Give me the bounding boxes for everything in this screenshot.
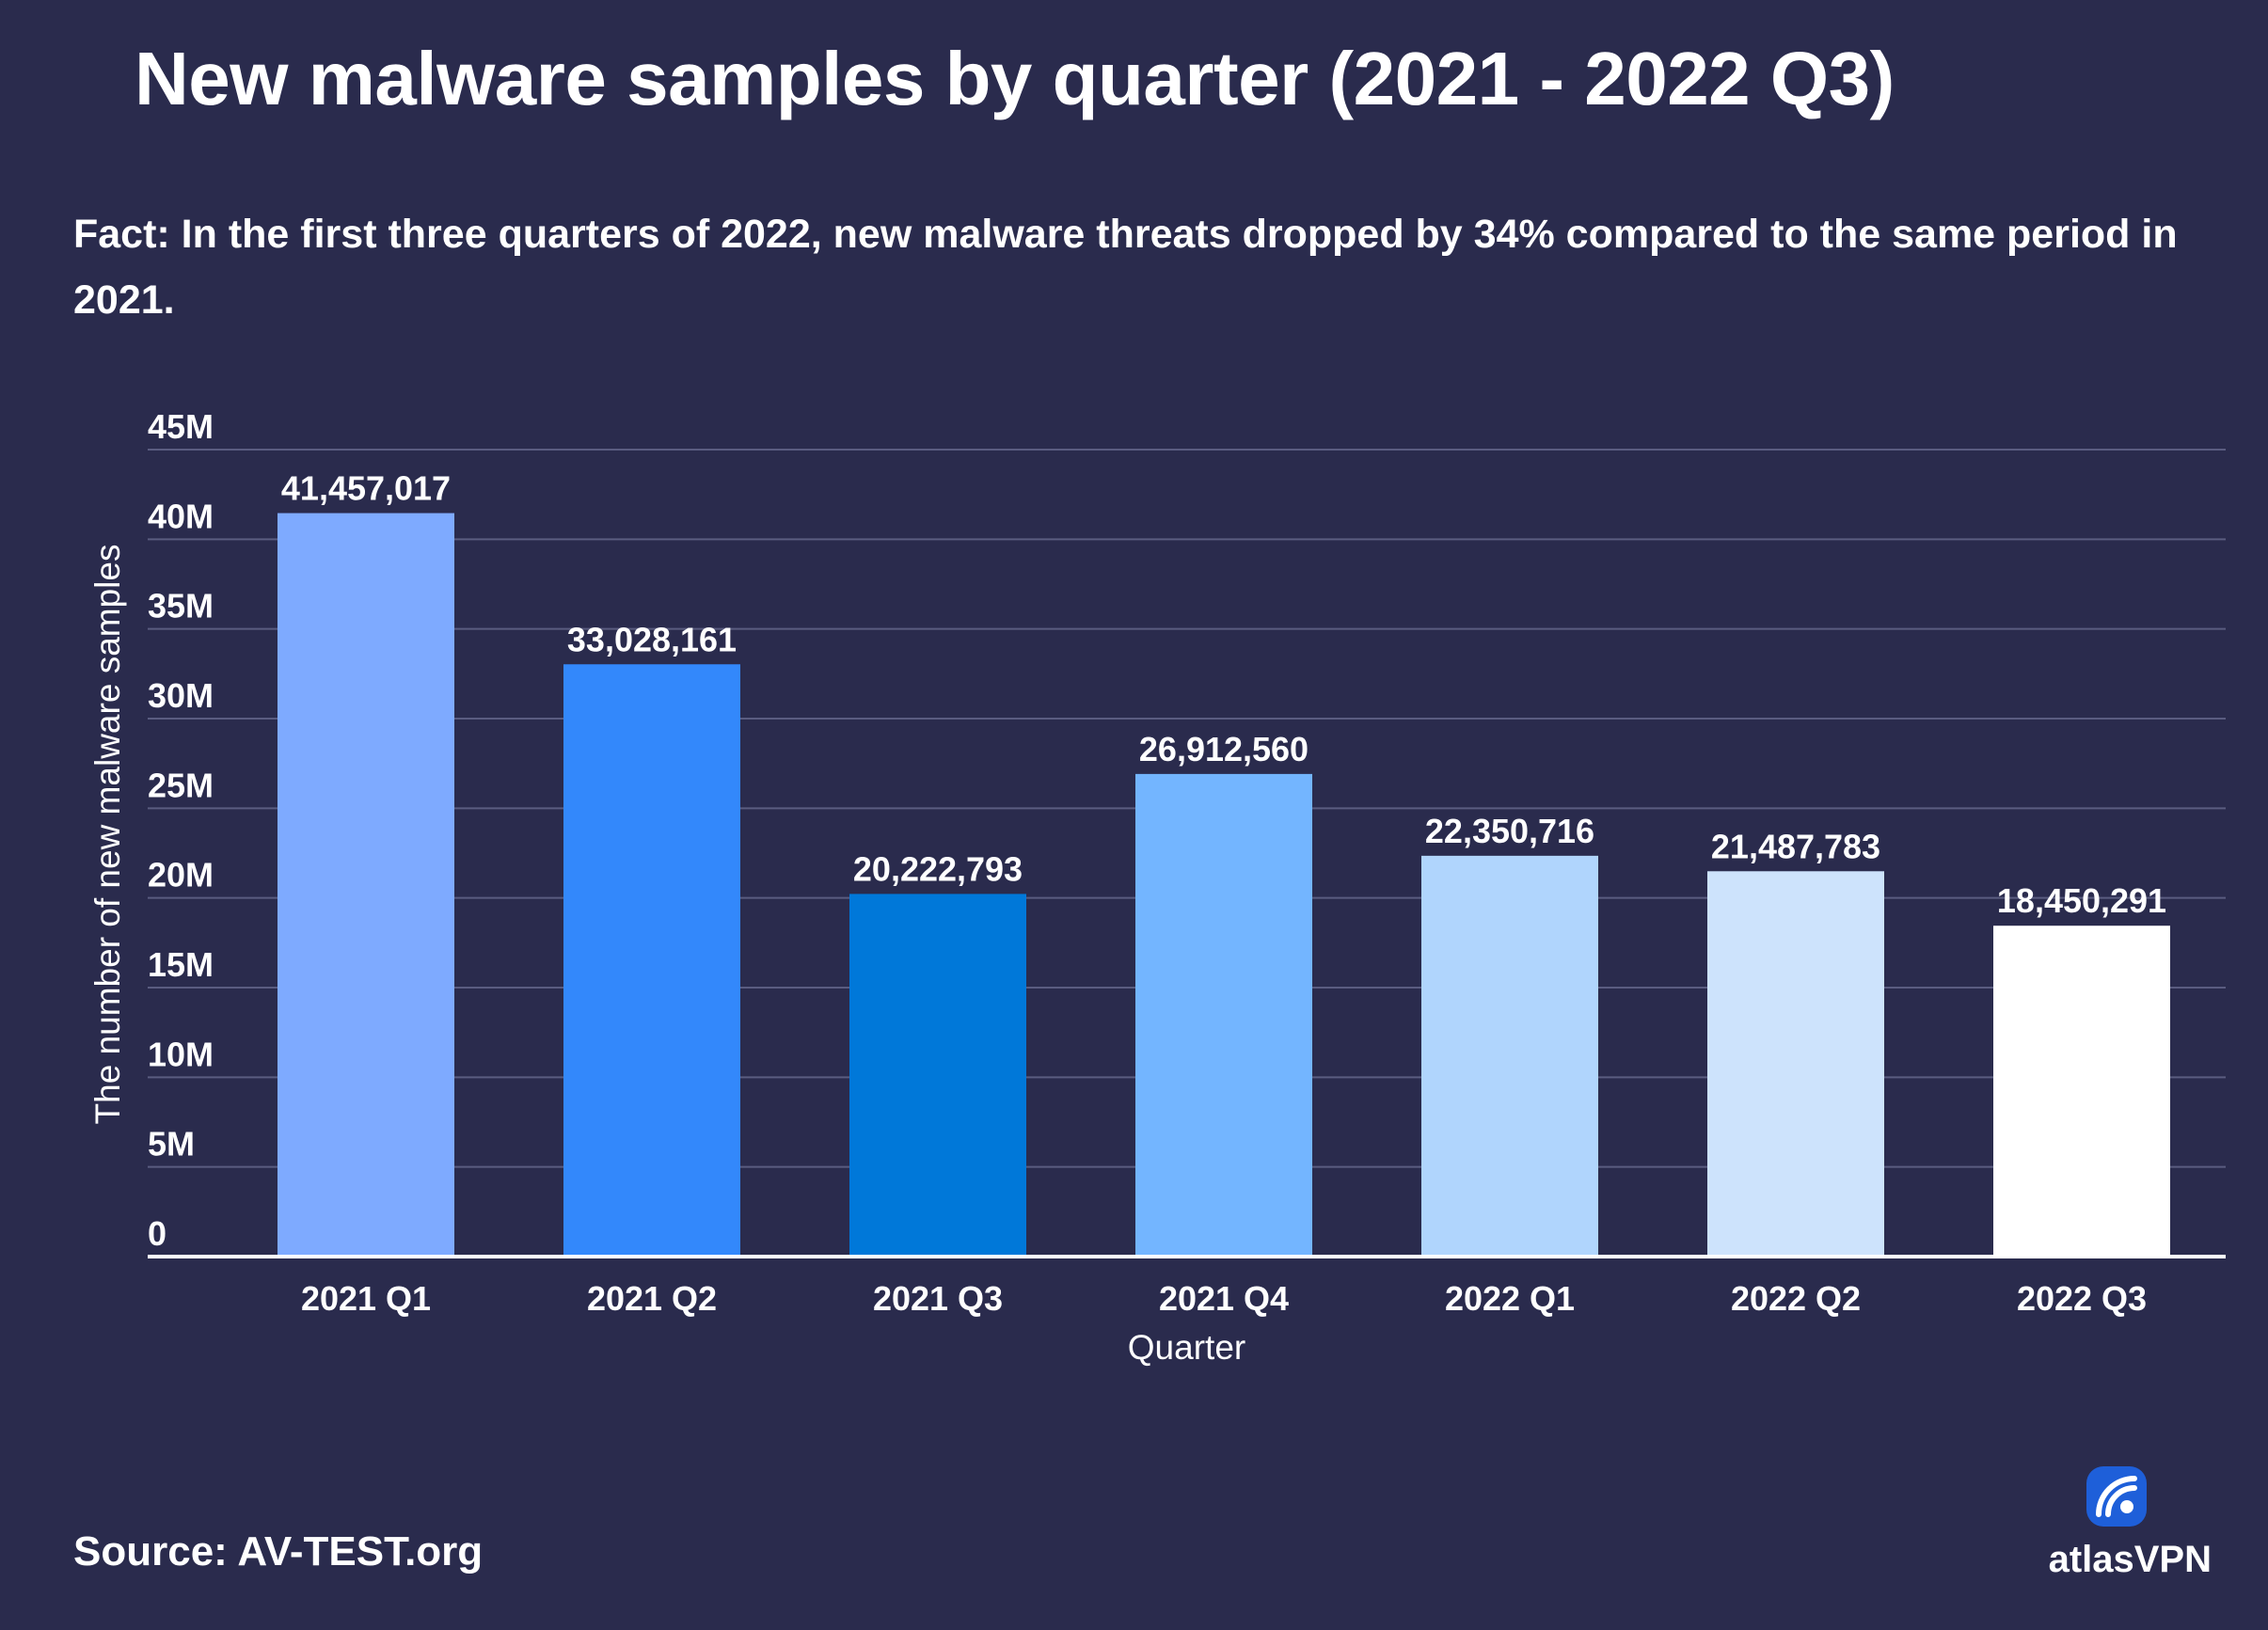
y-tick-label: 20M bbox=[148, 856, 214, 894]
x-axis-ticks: 2021 Q1 2021 Q2 2021 Q3 2021 Q4 2022 Q1 2022 … bbox=[301, 1279, 2147, 1318]
x-tick-label: 2021 Q4 bbox=[1159, 1279, 1289, 1318]
x-tick-label: 2021 Q2 bbox=[587, 1279, 717, 1318]
bar[interactable] bbox=[1993, 926, 2170, 1257]
data-label: 20,222,793 bbox=[853, 849, 1023, 888]
y-tick-label: 0 bbox=[148, 1214, 167, 1253]
data-label: 26,912,560 bbox=[1139, 730, 1308, 768]
y-tick-label: 30M bbox=[148, 676, 214, 715]
brand-name: atlasVPN bbox=[2048, 1539, 2212, 1580]
source-text: Source: AV-TEST.org bbox=[73, 1528, 484, 1575]
data-label: 41,457,017 bbox=[281, 469, 451, 508]
y-tick-label: 25M bbox=[148, 766, 214, 804]
y-tick-label: 5M bbox=[148, 1125, 195, 1163]
data-label: 18,450,291 bbox=[1997, 881, 2166, 920]
bar[interactable] bbox=[563, 664, 740, 1257]
data-label: 22,350,716 bbox=[1425, 812, 1594, 850]
brand-logo[interactable]: atlasVPN bbox=[2023, 1465, 2212, 1580]
fact-text: Fact: In the first three quarters of 202… bbox=[73, 212, 2178, 323]
x-tick-label: 2021 Q1 bbox=[301, 1279, 431, 1318]
y-tick-label: 40M bbox=[148, 497, 214, 535]
y-axis-title: The number of new malware samples bbox=[88, 545, 127, 1125]
bar[interactable] bbox=[1135, 773, 1312, 1257]
bar[interactable] bbox=[1421, 855, 1598, 1257]
x-tick-label: 2022 Q3 bbox=[2017, 1279, 2147, 1318]
data-label: 33,028,161 bbox=[567, 620, 737, 658]
x-tick-label: 2022 Q1 bbox=[1445, 1279, 1575, 1318]
atlas-vpn-signal-icon bbox=[2086, 1466, 2147, 1527]
y-tick-label: 35M bbox=[148, 587, 214, 625]
y-tick-label: 10M bbox=[148, 1035, 214, 1073]
y-tick-label: 15M bbox=[148, 945, 214, 984]
x-axis-title: Quarter bbox=[1128, 1328, 1245, 1367]
data-label: 21,487,783 bbox=[1711, 827, 1880, 865]
y-tick-label: 45M bbox=[148, 407, 214, 446]
bars: 41,457,017 33,028,161 20,222,793 26,912,560… bbox=[278, 469, 2170, 1257]
chart-title: New malware samples by quarter (2021 - 2… bbox=[135, 37, 1895, 120]
bar[interactable] bbox=[849, 894, 1026, 1257]
y-axis-ticks: 0 5M 10M 15M 20M 25M 30M 35M 40M 45M bbox=[148, 407, 214, 1253]
x-tick-label: 2021 Q3 bbox=[873, 1279, 1003, 1318]
bar[interactable] bbox=[278, 513, 454, 1257]
bar[interactable] bbox=[1707, 871, 1884, 1257]
x-tick-label: 2022 Q2 bbox=[1731, 1279, 1861, 1318]
